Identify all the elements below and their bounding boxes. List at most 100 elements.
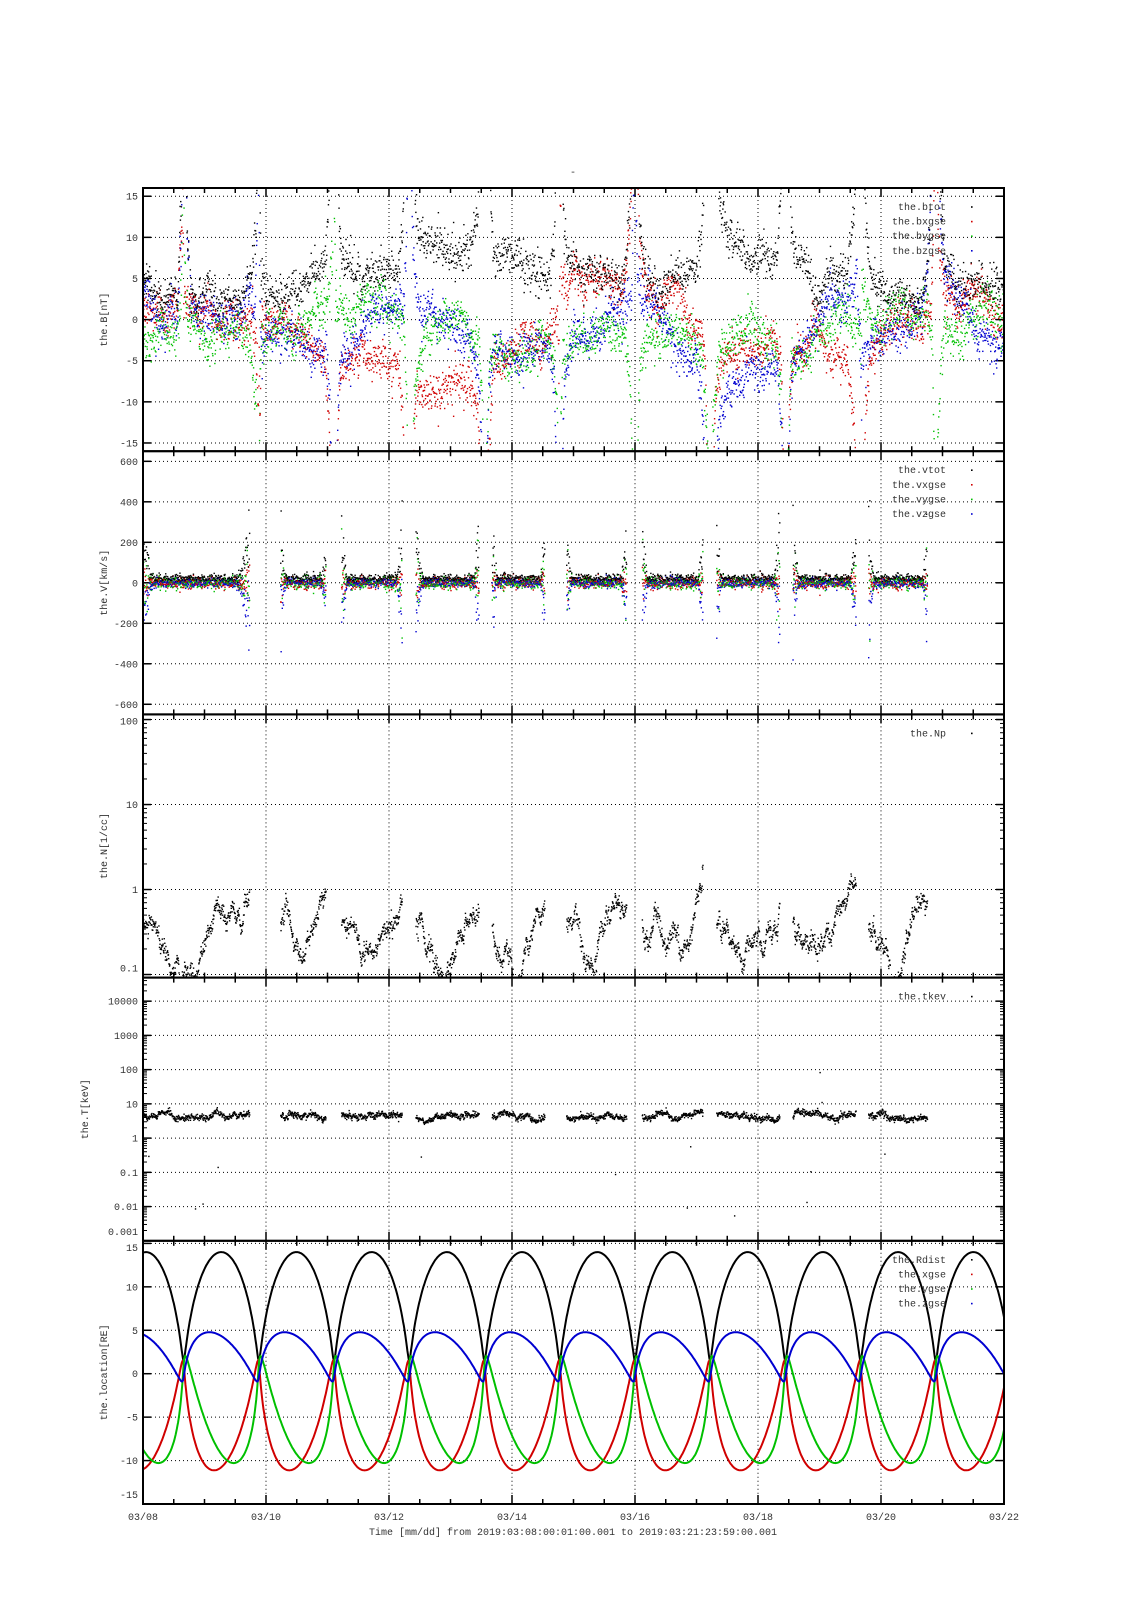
data-point-bygse: [388, 306, 391, 309]
data-point-bygse: [434, 324, 436, 327]
data-point-btot: [290, 288, 292, 290]
data-point-bygse: [210, 347, 212, 349]
data-point-bygse: [424, 336, 426, 339]
data-point-bzgse: [298, 341, 301, 343]
data-point-bygse: [299, 330, 302, 333]
data-point-bzgse: [521, 369, 523, 371]
data-point-bygse: [225, 347, 227, 350]
data-point-bzgse: [508, 355, 511, 357]
data-point-bzgse: [532, 363, 534, 366]
data-point-bxgse: [429, 400, 431, 402]
data-point-bxgse: [164, 331, 166, 333]
data-point-bygse: [472, 330, 475, 332]
data-point-btot: [281, 299, 283, 302]
data-point-bxgse: [344, 366, 347, 369]
data-point-bxgse: [179, 244, 181, 246]
data-point-btot: [217, 314, 220, 316]
data-point-bygse: [426, 337, 428, 340]
data-point-btot: [341, 258, 344, 260]
data-point-bxgse: [372, 367, 374, 369]
data-point-bygse: [174, 321, 176, 323]
data-point-bxgse: [396, 362, 399, 365]
data-point-bzgse: [533, 365, 535, 367]
data-point-bygse: [499, 338, 502, 340]
data-point-btot: [237, 310, 239, 312]
data-point-btot: [528, 267, 530, 270]
data-point-bxgse: [176, 304, 178, 307]
data-point-bygse: [523, 365, 525, 367]
data-point-btot: [391, 255, 393, 257]
data-point-btot: [507, 248, 509, 251]
data-point-bxgse: [529, 344, 531, 346]
data-point-btot: [268, 300, 270, 303]
data-point-bygse: [433, 315, 435, 317]
data-point-bxgse: [274, 326, 276, 328]
data-point-bxgse: [461, 371, 463, 374]
data-point-bzgse: [246, 284, 248, 287]
data-point-btot: [216, 310, 219, 312]
data-point-bxgse: [252, 310, 254, 313]
data-point-btot: [448, 268, 451, 271]
data-point-btot: [304, 276, 307, 278]
data-point-bygse: [547, 333, 550, 335]
data-point-btot: [436, 227, 439, 229]
data-point-bygse: [275, 344, 278, 346]
data-point-bxgse: [518, 349, 520, 351]
data-point-bzgse: [170, 308, 173, 310]
data-point-bzgse: [238, 314, 240, 316]
data-point-bzgse: [438, 331, 441, 333]
data-point-btot: [441, 264, 444, 267]
data-point-bygse: [506, 356, 508, 358]
data-point-btot: [260, 284, 262, 286]
data-point-bygse: [353, 306, 355, 309]
data-point-bzgse: [458, 334, 460, 336]
data-point-bzgse: [452, 310, 455, 312]
data-point-bzgse: [404, 262, 407, 264]
data-point-bxgse: [184, 285, 186, 288]
data-point-bzgse: [427, 290, 430, 293]
data-point-btot: [385, 258, 387, 261]
data-point-bygse: [469, 350, 472, 352]
data-point-bxgse: [179, 249, 182, 252]
data-point-btot: [423, 247, 426, 249]
data-point-btot: [234, 289, 236, 291]
data-point-bygse: [401, 339, 403, 341]
data-point-bxgse: [198, 326, 200, 328]
data-point-btot: [474, 226, 476, 228]
data-point-bxgse: [432, 386, 434, 389]
data-point-bzgse: [500, 342, 503, 345]
data-point-bxgse: [478, 430, 480, 432]
data-point-bzgse: [480, 428, 482, 431]
data-point-btot: [517, 239, 519, 241]
data-point-btot: [283, 308, 285, 311]
data-point-bygse: [320, 295, 322, 297]
data-point-btot: [471, 241, 473, 243]
data-point-bxgse: [314, 345, 316, 347]
data-point-btot: [253, 222, 256, 224]
data-point-bxgse: [211, 326, 213, 328]
data-point-bzgse: [491, 374, 494, 377]
data-point-bygse: [253, 408, 256, 410]
data-point-bygse: [210, 336, 212, 338]
data-point-bzgse: [242, 310, 245, 313]
data-point-btot: [338, 207, 340, 209]
data-point-btot: [246, 279, 248, 281]
data-point-btot: [195, 306, 198, 308]
data-point-bzgse: [255, 263, 257, 265]
data-point-bxgse: [418, 403, 421, 405]
data-point-bzgse: [456, 325, 458, 328]
data-point-btot: [493, 253, 496, 255]
data-point-bxgse: [271, 320, 274, 323]
data-point-bxgse: [321, 371, 323, 373]
data-point-bxgse: [542, 329, 545, 332]
data-point-btot: [542, 273, 545, 276]
data-point-bygse: [179, 317, 182, 320]
data-point-bzgse: [478, 389, 480, 392]
data-point-bxgse: [313, 350, 315, 352]
data-point-bygse: [414, 389, 417, 391]
data-point-btot: [440, 234, 443, 236]
data-point-bygse: [347, 308, 350, 310]
data-point-bygse: [285, 341, 287, 343]
data-point-bxgse: [291, 330, 294, 332]
data-point-btot: [475, 215, 477, 217]
